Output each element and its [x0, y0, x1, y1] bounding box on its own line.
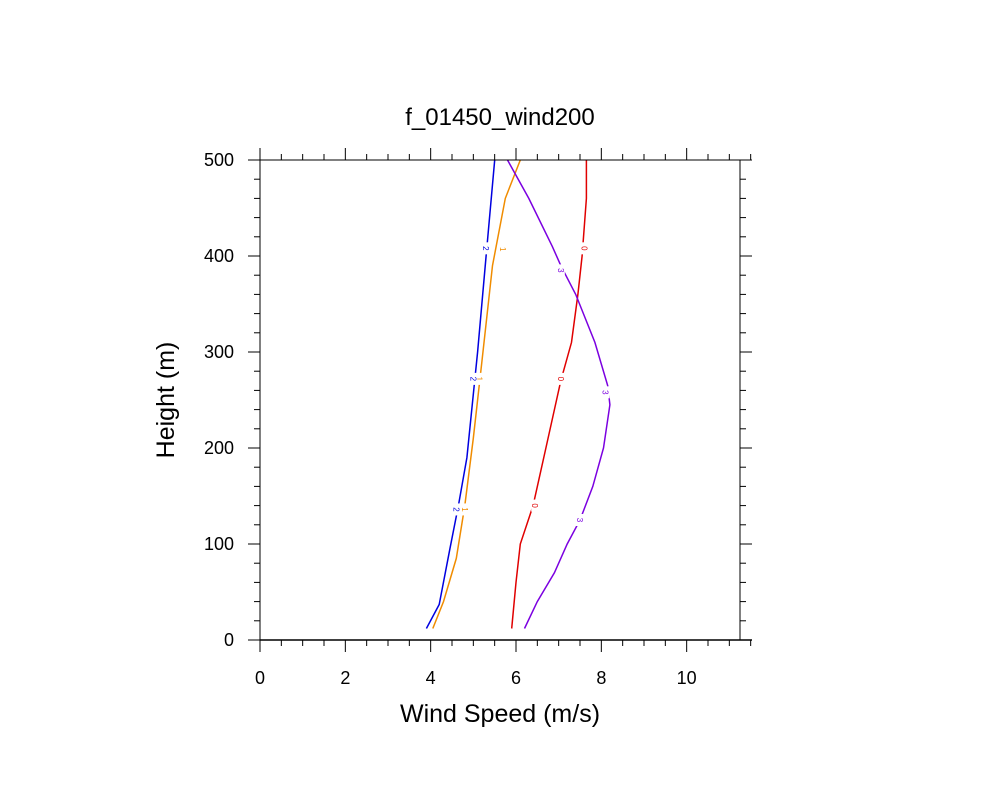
series-label-bg: [460, 503, 469, 516]
x-tick-label: 6: [511, 668, 521, 688]
x-tick-label: 4: [426, 668, 436, 688]
series-3: 3 3 3: [506, 159, 611, 629]
series-label-bg: [556, 372, 565, 385]
y-tick-label: 200: [204, 438, 234, 458]
series-inline-label: 3: [556, 268, 565, 273]
x-tick-label: 8: [596, 668, 606, 688]
series-line-3: [506, 159, 611, 629]
x-tick-label: 2: [340, 668, 350, 688]
series-2: 2 2 2: [425, 159, 496, 629]
x-axis-title: Wind Speed (m/s): [400, 700, 600, 728]
series-inline-label: 2: [481, 246, 490, 251]
series-0: 0 0 0: [510, 160, 589, 629]
series-label-bg: [601, 386, 610, 399]
y-tick-label: 100: [204, 534, 234, 554]
series-inline-label: 1: [498, 247, 507, 252]
y-tick-label: 300: [204, 342, 234, 362]
y-tick-label: 500: [204, 150, 234, 170]
series-line-2: [425, 159, 496, 629]
series-inline-label: 0: [530, 503, 539, 508]
series-inline-label: 3: [601, 390, 610, 395]
series-inline-label: 2: [451, 507, 460, 512]
x-tick-label: 0: [255, 668, 265, 688]
y-tick-label: 0: [224, 630, 234, 650]
series-label-bg: [531, 499, 540, 512]
series-label-bg: [475, 372, 484, 385]
series-label-bg: [482, 242, 491, 255]
series-label-bg: [576, 514, 584, 526]
series-inline-label: 2: [468, 377, 477, 382]
chart-title: f_01450_wind200: [405, 104, 595, 131]
series-label-bg: [452, 503, 461, 516]
series-label-bg: [499, 243, 508, 256]
plot-frame: [259, 159, 741, 641]
series-label-bg: [580, 242, 589, 255]
x-tick-label: 10: [677, 668, 697, 688]
series-inline-label: 3: [575, 518, 584, 523]
series-1: 1 1 1: [432, 159, 521, 629]
series-line-0: [510, 160, 588, 629]
series-inline-label: 0: [556, 377, 565, 382]
series-inline-label: 1: [475, 377, 484, 382]
y-tick-label: 400: [204, 246, 234, 266]
series-label-bg: [469, 372, 478, 385]
y-axis-title: Height (m): [152, 342, 180, 459]
series-inline-label: 1: [460, 507, 469, 512]
series-line-1: [432, 159, 521, 629]
series-label-bg: [556, 264, 565, 277]
series-inline-label: 0: [579, 246, 588, 251]
